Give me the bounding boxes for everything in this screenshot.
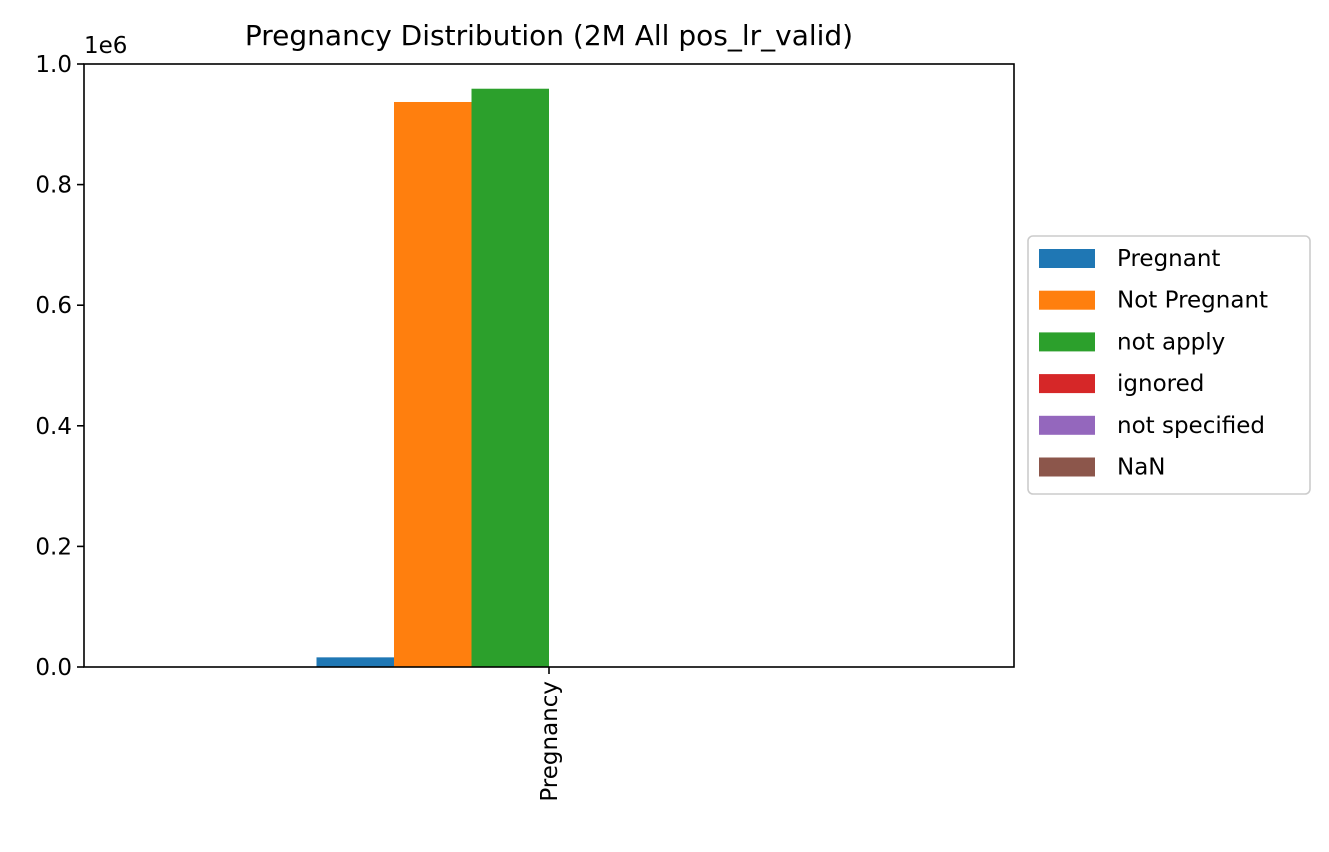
legend-swatch (1039, 332, 1095, 352)
legend-label: Not Pregnant (1117, 288, 1268, 314)
bars (316, 88, 549, 667)
y-tick-label: 0.6 (35, 293, 72, 319)
legend-swatch (1039, 415, 1095, 435)
bar-not-pregnant (394, 101, 472, 667)
x-tick-label: Pregnancy (537, 681, 563, 802)
plot-area-frame (83, 63, 1015, 668)
legend-swatch (1039, 290, 1095, 310)
legend-label: not apply (1117, 329, 1225, 355)
legend-label: NaN (1117, 455, 1166, 481)
legend-swatch (1039, 457, 1095, 477)
y-tick-label: 1.0 (35, 52, 72, 78)
chart-title: Pregnancy Distribution (2M All pos_lr_va… (245, 19, 853, 52)
y-tick-label: 0.0 (35, 655, 72, 681)
bar-pregnant (316, 657, 394, 667)
y-tick-label: 0.4 (35, 414, 72, 440)
legend: Pregnant Not Pregnant not apply ignored not … (1027, 235, 1311, 495)
y-axis-ticks: 0.0 0.2 0.4 0.6 0.8 1.0 (35, 52, 84, 681)
legend-label: not specified (1117, 413, 1265, 439)
legend-swatch (1039, 249, 1095, 268)
legend-box (1027, 235, 1311, 495)
legend-label: Pregnant (1117, 246, 1220, 272)
legend-swatch (1039, 374, 1095, 394)
y-tick-label: 0.2 (35, 534, 72, 560)
legend-label: ignored (1117, 371, 1204, 397)
x-axis-ticks: Pregnancy (537, 667, 563, 802)
bar-not-apply (471, 88, 549, 667)
y-axis-offset-label: 1e6 (84, 33, 127, 59)
y-tick-label: 0.8 (35, 173, 72, 199)
